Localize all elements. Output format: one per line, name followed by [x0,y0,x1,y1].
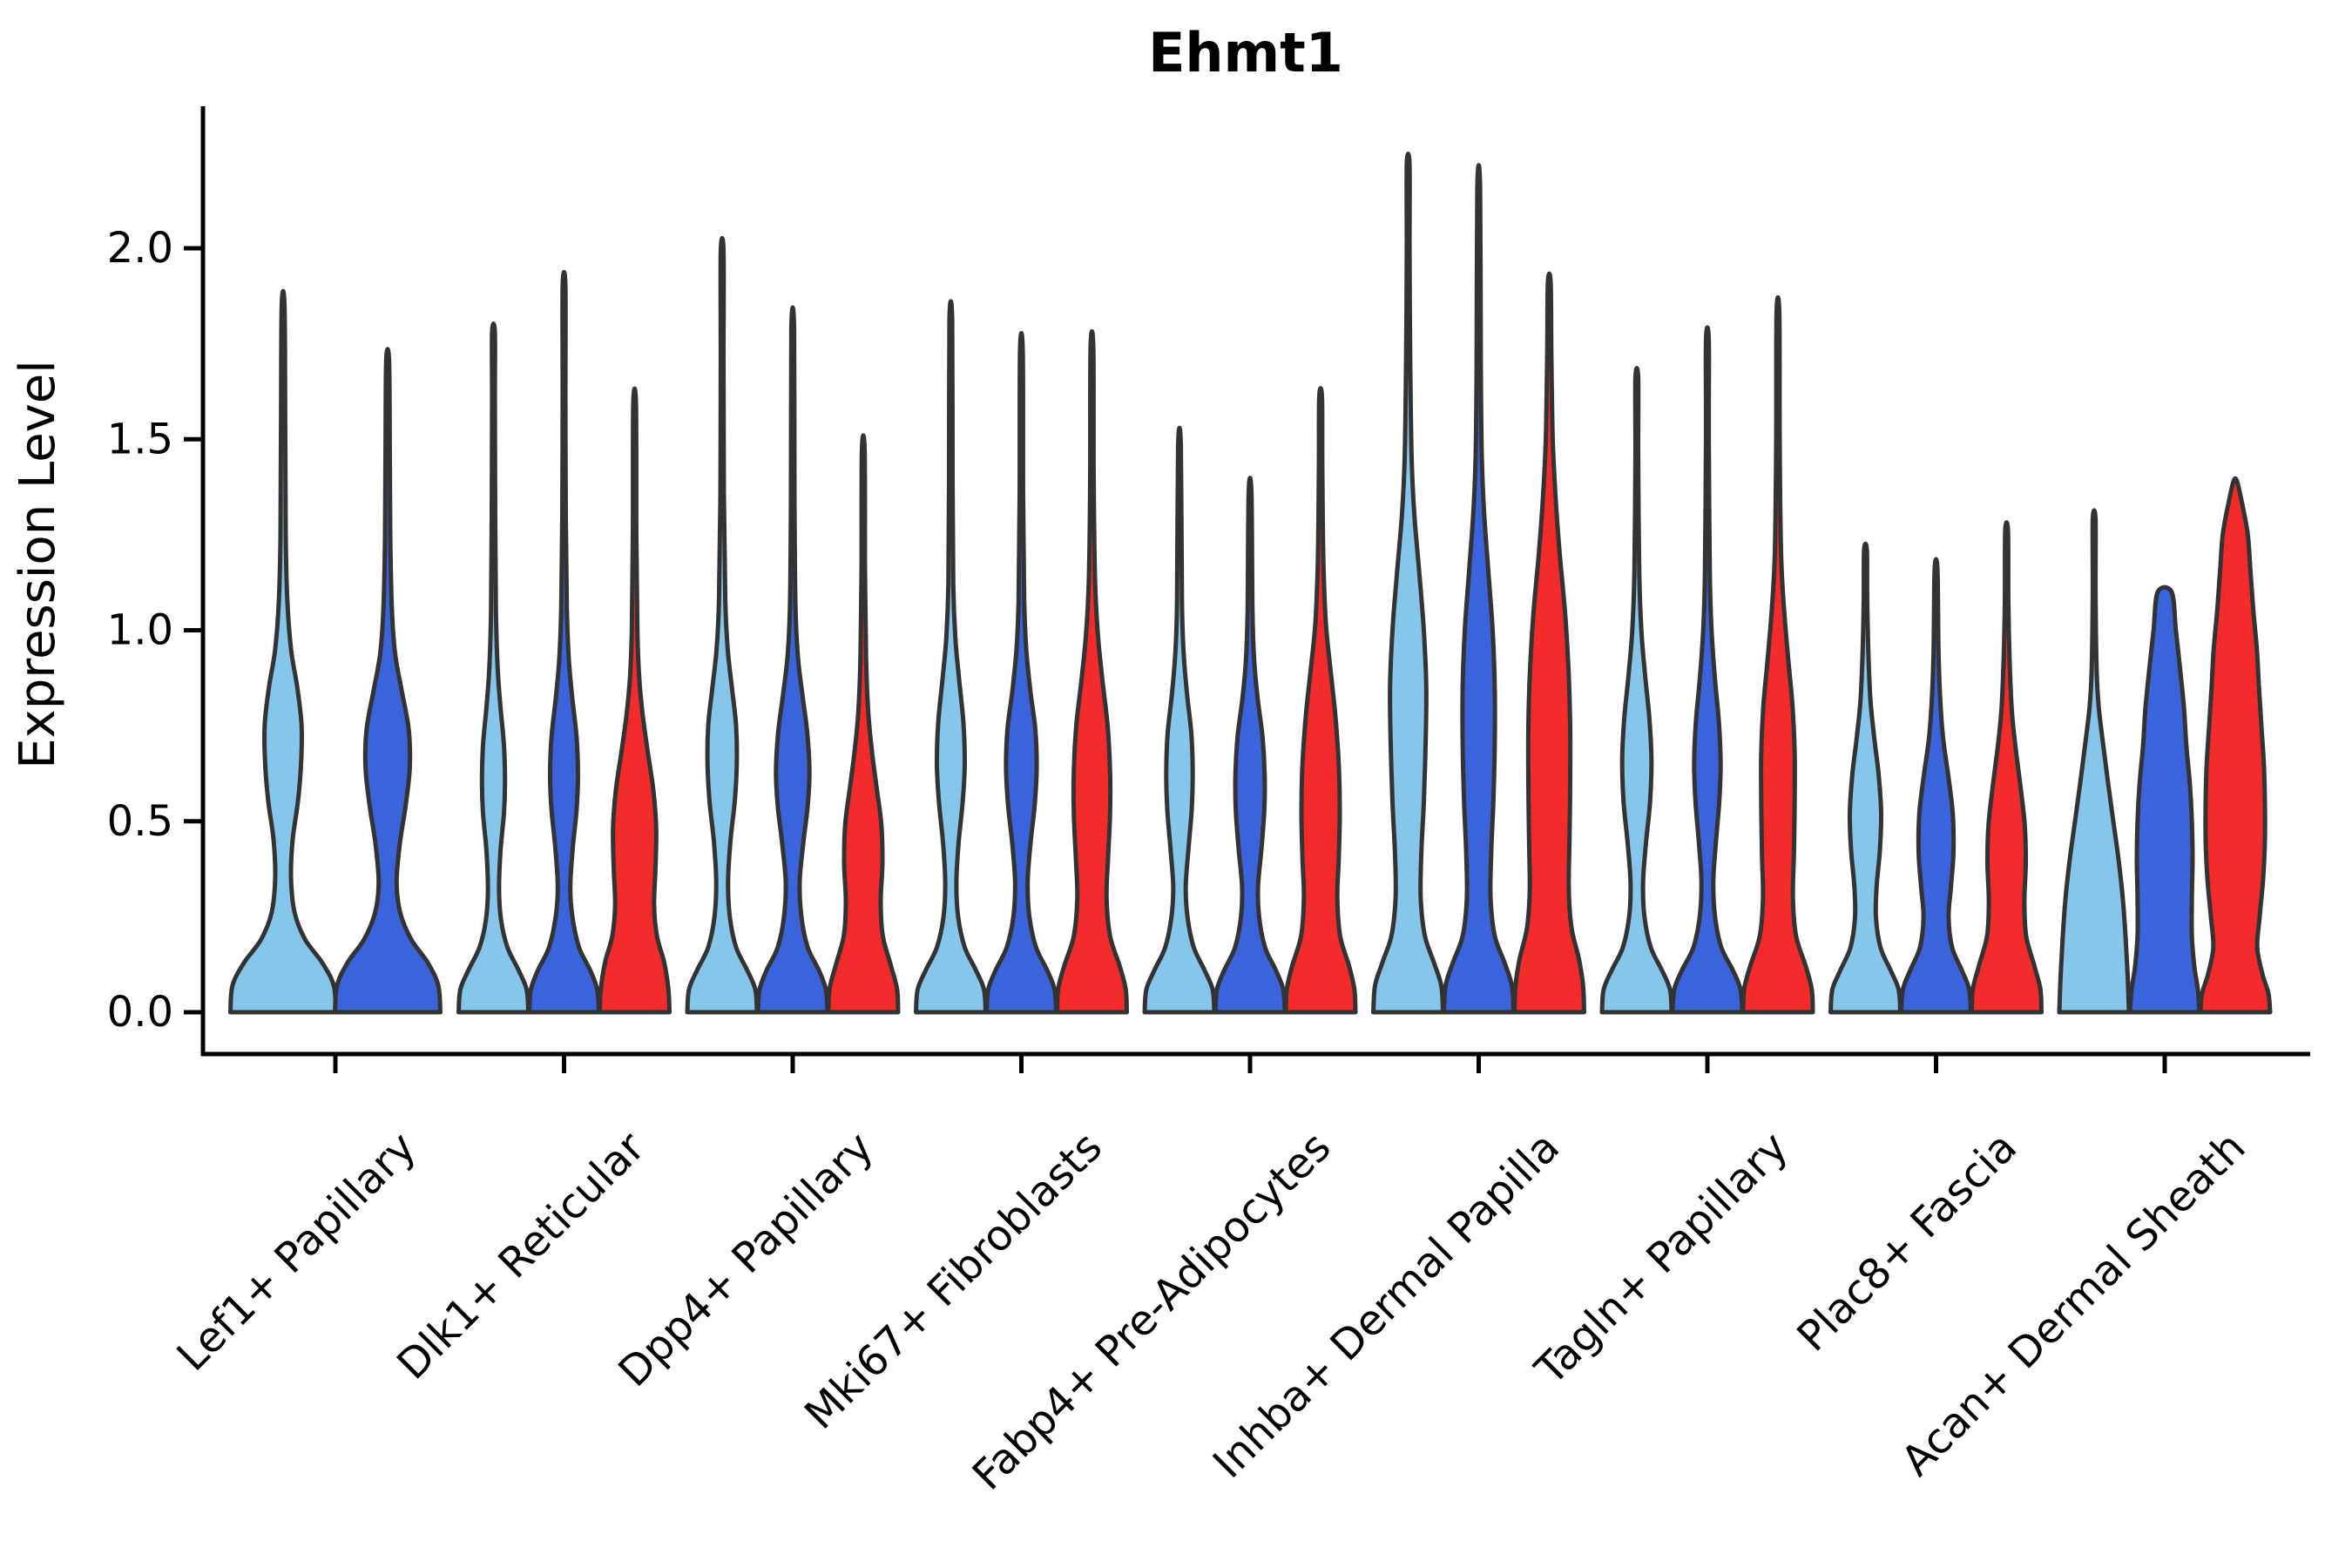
violin [1512,271,1586,1015]
violin [1899,557,1973,1015]
violin [527,269,601,1015]
violin [914,299,988,1015]
violin [1283,386,1358,1015]
violin [1970,520,2044,1015]
x-tick-label: Lef1+ Papillary [168,1123,426,1381]
y-tick-label: 0.0 [107,988,173,1037]
violin [1828,541,1903,1015]
axes [184,106,2310,1073]
violin [1142,425,1217,1015]
x-tick-label: Plac8+ Fascia [1788,1123,2026,1362]
y-tick-label: 2.0 [107,224,173,273]
y-tick-label: 1.5 [107,415,173,463]
violins [228,152,2273,1015]
violin [826,433,901,1015]
y-axis-label: Expression Level [10,360,66,769]
violin [1055,328,1129,1015]
x-tick-label: Tagln+ Papillary [1525,1123,1797,1395]
violin [1740,294,1815,1015]
violin [1213,476,1288,1015]
violin [333,347,443,1015]
y-tick-label: 0.5 [107,797,173,846]
y-tick-label: 1.0 [107,606,173,655]
violin [1670,325,1745,1015]
x-tick-label: Dpp4+ Papillary [609,1123,882,1396]
chart-title: Ehmt1 [1148,21,1343,84]
violin [2198,476,2273,1015]
violin [2057,508,2132,1015]
violin [984,331,1058,1015]
violin [755,305,830,1015]
violin [1371,152,1445,1015]
violin [228,288,338,1015]
violin [598,386,672,1015]
violin [1599,366,1674,1015]
violin [1442,163,1516,1015]
violin [2127,585,2202,1015]
x-tick-label: Dlk1+ Reticular [388,1123,654,1389]
violin [685,236,760,1015]
violin [456,321,531,1015]
